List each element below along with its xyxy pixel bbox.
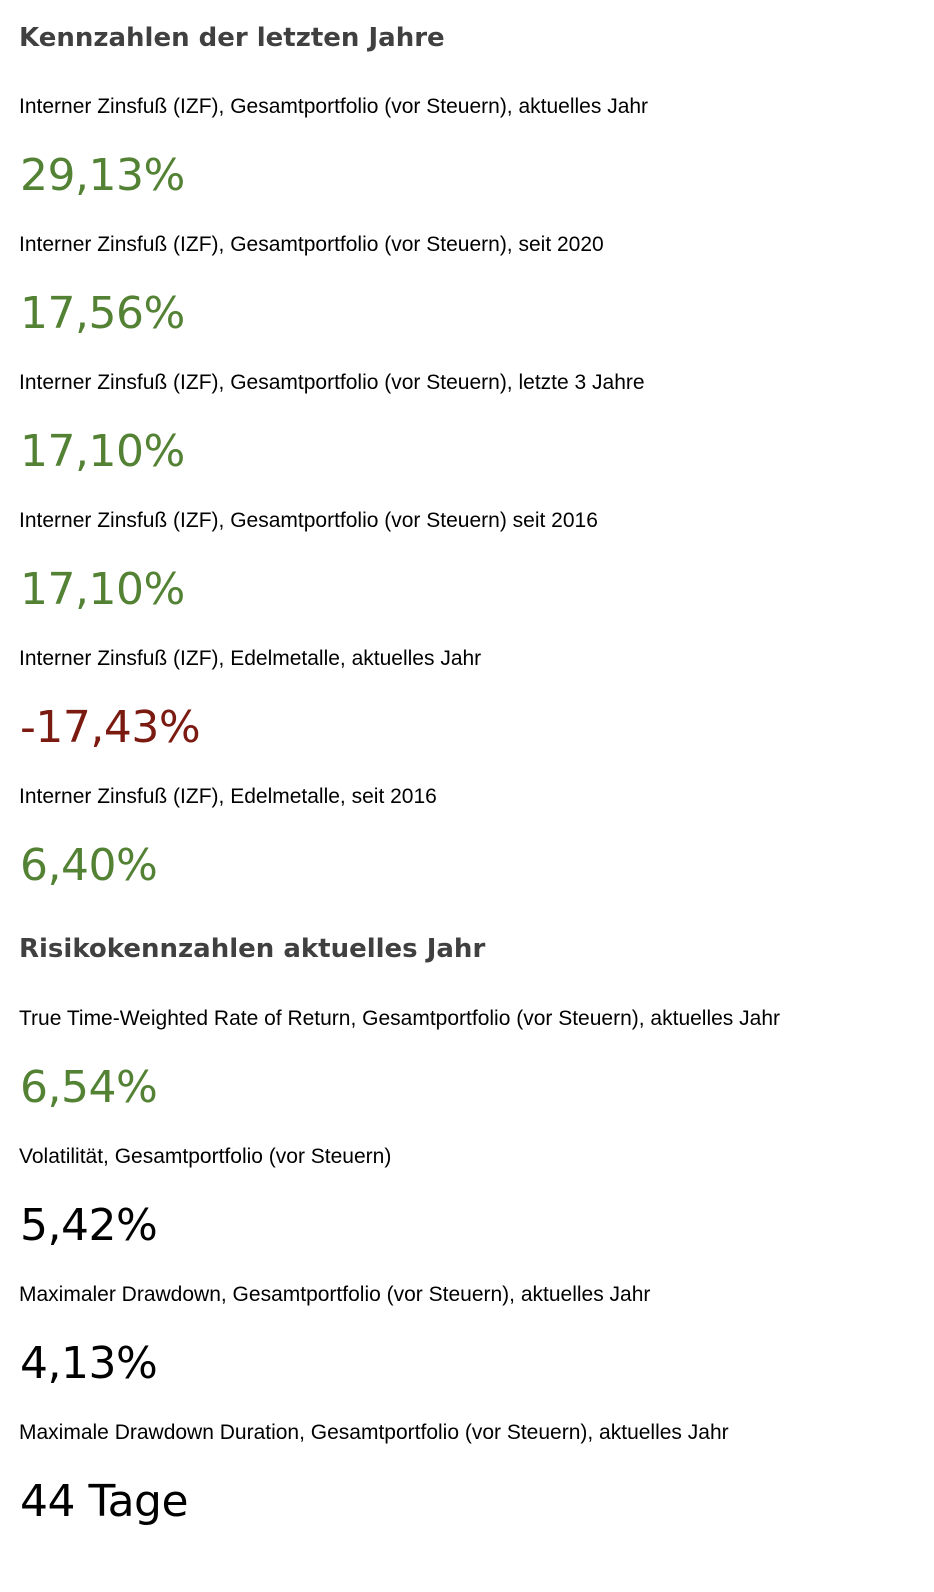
kpi-value-volatilitaet: 5,42% bbox=[20, 1200, 158, 1251]
kpi-value-izf-gesamt-seit-2020: 17,56% bbox=[20, 288, 185, 339]
kpi-value-max-drawdown-duration: 44 Tage bbox=[20, 1476, 189, 1527]
kpi-value-ttwror: 6,54% bbox=[20, 1062, 158, 1113]
kpi-label-ttwror: True Time-Weighted Rate of Return, Gesam… bbox=[19, 1007, 780, 1030]
kpi-label-izf-edelmetalle-aktuell: Interner Zinsfuß (IZF), Edelmetalle, akt… bbox=[19, 647, 482, 670]
kpi-label-izf-gesamt-3-jahre: Interner Zinsfuß (IZF), Gesamtportfolio … bbox=[19, 371, 645, 394]
kpi-label-izf-gesamt-seit-2016: Interner Zinsfuß (IZF), Gesamtportfolio … bbox=[19, 509, 598, 532]
kpi-label-volatilitaet: Volatilität, Gesamtportfolio (vor Steuer… bbox=[19, 1145, 392, 1168]
kpi-value-izf-gesamt-seit-2016: 17,10% bbox=[20, 564, 185, 615]
section-title-risikokennzahlen: Risikokennzahlen aktuelles Jahr bbox=[19, 934, 486, 964]
kpi-label-max-drawdown: Maximaler Drawdown, Gesamtportfolio (vor… bbox=[19, 1283, 651, 1306]
kpi-value-izf-gesamt-3-jahre: 17,10% bbox=[20, 426, 185, 477]
kpi-value-izf-gesamt-aktuell: 29,13% bbox=[20, 150, 185, 201]
kpi-value-izf-edelmetalle-aktuell: -17,43% bbox=[20, 702, 201, 753]
kpi-label-izf-gesamt-aktuell: Interner Zinsfuß (IZF), Gesamtportfolio … bbox=[19, 95, 649, 118]
kpi-value-max-drawdown: 4,13% bbox=[20, 1338, 158, 1389]
section-title-kennzahlen: Kennzahlen der letzten Jahre bbox=[19, 23, 445, 53]
kpi-label-izf-gesamt-seit-2020: Interner Zinsfuß (IZF), Gesamtportfolio … bbox=[19, 233, 604, 256]
kpi-value-izf-edelmetalle-seit-2016: 6,40% bbox=[20, 840, 158, 891]
kpi-label-max-drawdown-duration: Maximale Drawdown Duration, Gesamtportfo… bbox=[19, 1421, 729, 1444]
kpi-label-izf-edelmetalle-seit-2016: Interner Zinsfuß (IZF), Edelmetalle, sei… bbox=[19, 785, 437, 808]
